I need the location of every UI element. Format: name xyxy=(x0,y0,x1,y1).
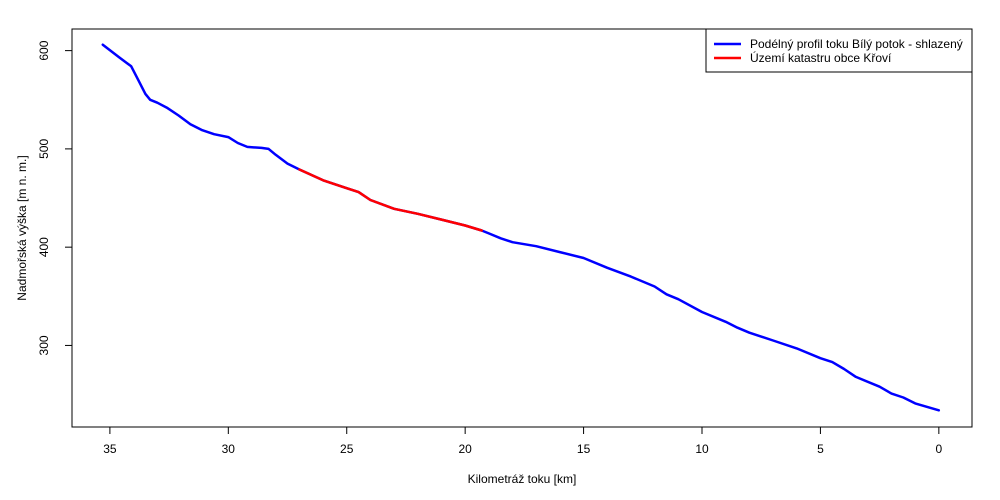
x-tick-label: 5 xyxy=(817,442,824,456)
y-tick-label: 300 xyxy=(37,335,51,355)
legend-box xyxy=(705,28,973,73)
legend-label-cadastre: Území katastru obce Křoví xyxy=(750,50,892,65)
x-tick-label: 35 xyxy=(103,442,117,456)
x-tick-label: 10 xyxy=(695,442,709,456)
x-tick-label: 0 xyxy=(935,442,942,456)
y-axis: 300 400 500 600 xyxy=(37,40,72,355)
y-tick-label: 500 xyxy=(37,139,51,159)
y-tick-label: 600 xyxy=(37,40,51,60)
x-axis: 35 30 25 20 15 10 5 0 xyxy=(103,427,942,456)
x-tick-label: 30 xyxy=(222,442,236,456)
legend-label-profile: Podélný profil toku Bílý potok - shlazen… xyxy=(750,37,963,51)
x-axis-title: Kilometráž toku [km] xyxy=(468,472,577,486)
series-line-1 xyxy=(298,168,483,232)
y-axis-title: Nadmořská výška [m n. m.] xyxy=(15,155,29,300)
y-tick-label: 400 xyxy=(37,237,51,257)
x-tick-label: 25 xyxy=(340,442,354,456)
x-tick-label: 15 xyxy=(577,442,591,456)
legend: Podélný profil toku Bílý potok - shlazen… xyxy=(705,28,973,73)
series-layer xyxy=(101,43,941,412)
series-line-0 xyxy=(101,43,941,412)
x-tick-label: 20 xyxy=(458,442,472,456)
plot-frame xyxy=(71,28,973,428)
